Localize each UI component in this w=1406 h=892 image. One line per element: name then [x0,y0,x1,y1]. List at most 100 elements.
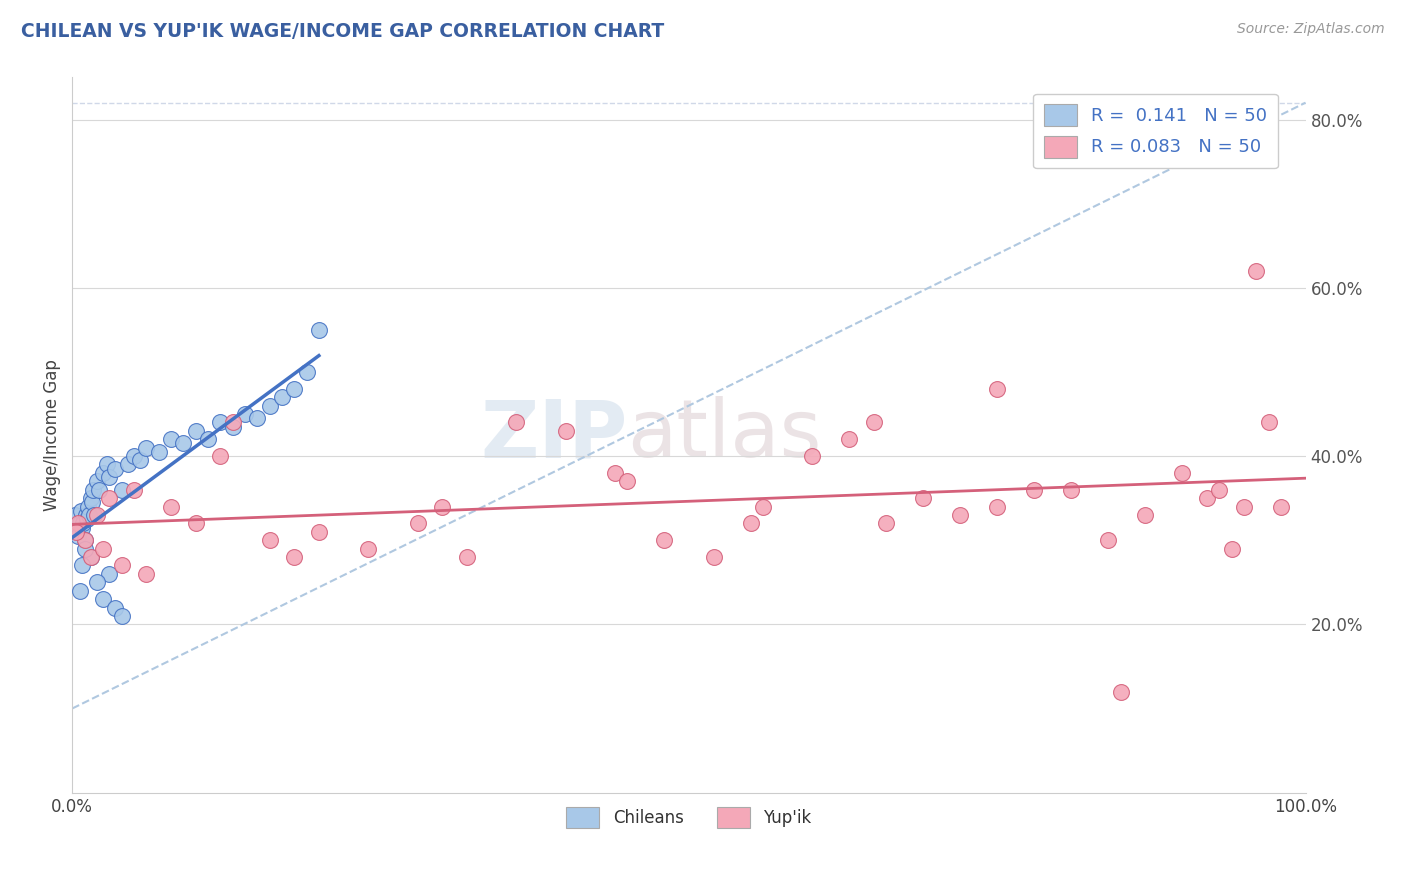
Point [135,566,157,581]
Point [456,550,478,565]
Point [1024,483,1046,497]
Point [246,411,269,425]
Point [209,449,232,463]
Point [554,424,576,438]
Point [875,516,897,531]
Point [80,550,103,565]
Point [1257,416,1279,430]
Point [104,461,127,475]
Point [117,458,139,472]
Point [986,500,1008,514]
Point [295,365,318,379]
Point [67,516,90,531]
Point [135,441,157,455]
Point [110,483,132,497]
Point [104,600,127,615]
Point [1171,466,1194,480]
Point [69,516,91,531]
Point [72,516,94,531]
Point [110,558,132,573]
Text: atlas: atlas [627,396,821,474]
Point [172,436,194,450]
Point [70,558,93,573]
Point [221,419,243,434]
Y-axis label: Wage/Income Gap: Wage/Income Gap [44,359,60,511]
Point [406,516,429,531]
Point [91,466,114,480]
Point [702,550,724,565]
Point [66,524,89,539]
Point [89,483,111,497]
Text: CHILEAN VS YUP'IK WAGE/INCOME GAP CORRELATION CHART: CHILEAN VS YUP'IK WAGE/INCOME GAP CORREL… [21,22,665,41]
Point [1208,483,1230,497]
Point [77,500,100,514]
Point [160,432,183,446]
Point [357,541,380,556]
Point [432,500,454,514]
Point [70,520,93,534]
Point [308,323,330,337]
Point [740,516,762,531]
Point [1244,264,1267,278]
Point [1233,500,1256,514]
Point [1097,533,1119,548]
Point [76,512,98,526]
Point [652,533,675,548]
Point [70,504,93,518]
Point [801,449,824,463]
Point [283,382,305,396]
Point [80,550,103,565]
Point [91,592,114,607]
Point [65,524,87,539]
Point [86,475,108,489]
Point [283,550,305,565]
Legend: Chileans, Yup'ik: Chileans, Yup'ik [560,801,818,834]
Point [63,508,86,522]
Point [98,470,121,484]
Point [79,508,101,522]
Point [91,541,114,556]
Point [67,529,90,543]
Point [1060,483,1083,497]
Point [863,416,886,430]
Point [129,453,152,467]
Point [98,491,121,505]
Point [221,416,243,430]
Point [110,609,132,624]
Point [73,541,96,556]
Point [912,491,935,505]
Point [160,500,183,514]
Point [82,483,104,497]
Point [86,508,108,522]
Point [73,533,96,548]
Point [184,424,207,438]
Point [96,458,118,472]
Point [308,524,330,539]
Point [1135,508,1157,522]
Point [838,432,860,446]
Point [73,533,96,548]
Point [949,508,972,522]
Point [259,533,281,548]
Point [259,399,281,413]
Point [148,445,170,459]
Point [1270,500,1292,514]
Point [86,575,108,590]
Point [75,508,97,522]
Point [209,416,232,430]
Point [184,516,207,531]
Point [505,416,527,430]
Point [986,382,1008,396]
Text: ZIP: ZIP [479,396,627,474]
Point [1195,491,1218,505]
Point [197,432,219,446]
Point [616,475,638,489]
Point [69,583,91,598]
Point [233,407,256,421]
Point [1109,684,1132,698]
Point [80,491,103,505]
Point [98,566,121,581]
Point [1220,541,1243,556]
Point [83,508,105,522]
Text: Source: ZipAtlas.com: Source: ZipAtlas.com [1237,22,1385,37]
